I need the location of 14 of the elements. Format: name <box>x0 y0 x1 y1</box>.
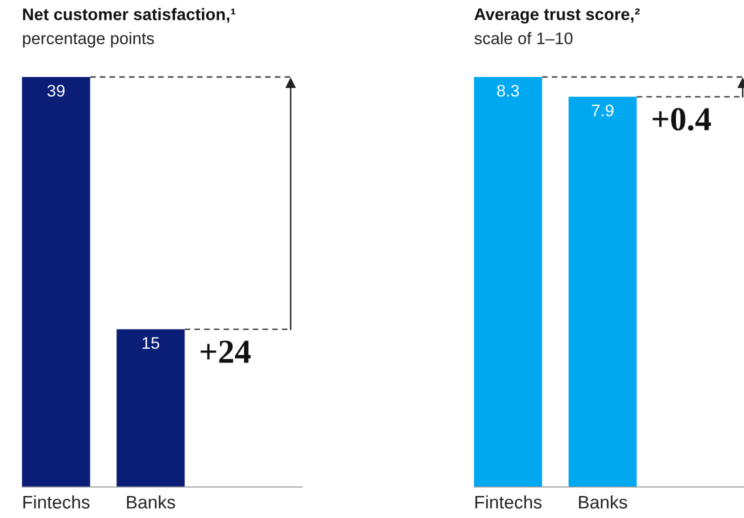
x-tick-label: Fintechs <box>475 495 542 509</box>
chart-title: Net customer satisfaction,¹ <box>23 8 236 23</box>
data-label: 7.9 <box>592 104 614 116</box>
chart-subtitle: percentage points <box>23 32 154 48</box>
x-tick-label: Banks <box>579 495 628 509</box>
x-tick-label: Fintechs <box>23 495 90 509</box>
data-label: 8.3 <box>497 84 519 97</box>
text: +24 <box>200 340 251 363</box>
chart-subtitle: scale of 1–10 <box>474 32 572 44</box>
data-label: 15 <box>142 337 160 349</box>
chart-title: Average trust score,² <box>474 8 640 24</box>
x-tick-label: Banks <box>127 495 176 509</box>
text: +0.4 <box>652 108 711 131</box>
data-label: 39 <box>47 84 65 97</box>
